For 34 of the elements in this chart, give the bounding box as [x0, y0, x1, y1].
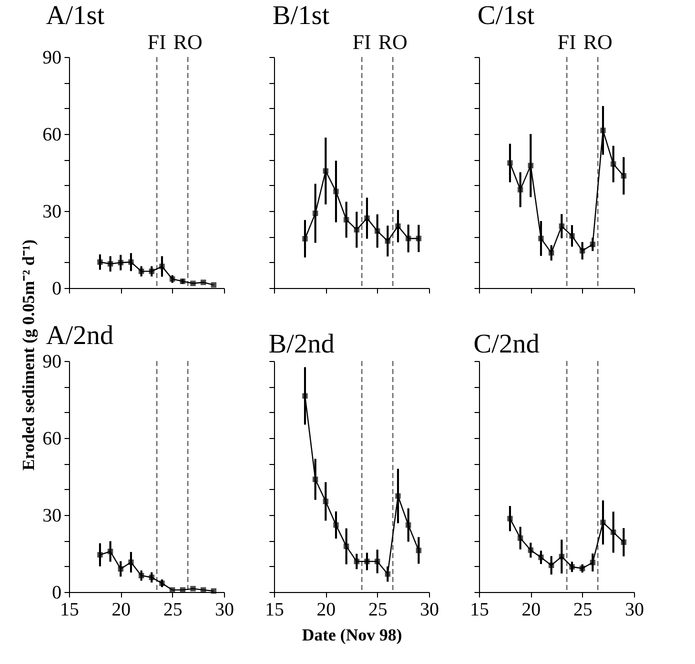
y-tick-label: 30 — [42, 202, 62, 222]
chart-title: A/1st — [46, 0, 106, 30]
y-tick-label: 90 — [42, 352, 62, 372]
chart-title: C/1st — [478, 0, 536, 30]
ref-line-label: RO — [378, 30, 408, 54]
ref-line-label: FI — [352, 30, 372, 54]
y-tick-label: 0 — [52, 582, 62, 604]
x-tick-label: 30 — [625, 600, 644, 620]
chart-title: A/2nd — [46, 320, 114, 350]
x-axis-title: Date (Nov 98) — [302, 626, 402, 644]
ref-line-label: RO — [173, 30, 202, 54]
y-tick-label: 90 — [42, 48, 62, 68]
y-axis-title: Eroded sediment (g 0.05m⁻² d⁻¹) — [19, 239, 38, 471]
x-tick-label: 25 — [573, 600, 592, 620]
x-tick-label: 30 — [215, 600, 234, 620]
x-tick-label: 20 — [522, 600, 541, 620]
x-tick-label: 15 — [470, 600, 489, 620]
y-tick-label: 30 — [42, 506, 62, 526]
x-tick-label: 20 — [112, 600, 131, 620]
x-tick-label: 15 — [265, 600, 284, 620]
y-tick-label: 60 — [42, 124, 62, 146]
ref-line-label: RO — [583, 30, 612, 54]
chart-title: B/2nd — [268, 328, 336, 358]
ref-line-label: FI — [557, 30, 576, 54]
y-tick-label: 0 — [52, 278, 62, 300]
chart-title: B/1st — [272, 0, 330, 30]
x-tick-label: 30 — [420, 600, 439, 620]
x-tick-label: 25 — [368, 600, 388, 620]
y-tick-label: 60 — [42, 428, 62, 450]
ref-line-label: FI — [147, 30, 166, 54]
x-tick-label: 25 — [163, 600, 182, 620]
x-tick-label: 20 — [316, 600, 336, 620]
x-tick-label: 15 — [60, 600, 79, 620]
chart-title: C/2nd — [474, 328, 540, 358]
